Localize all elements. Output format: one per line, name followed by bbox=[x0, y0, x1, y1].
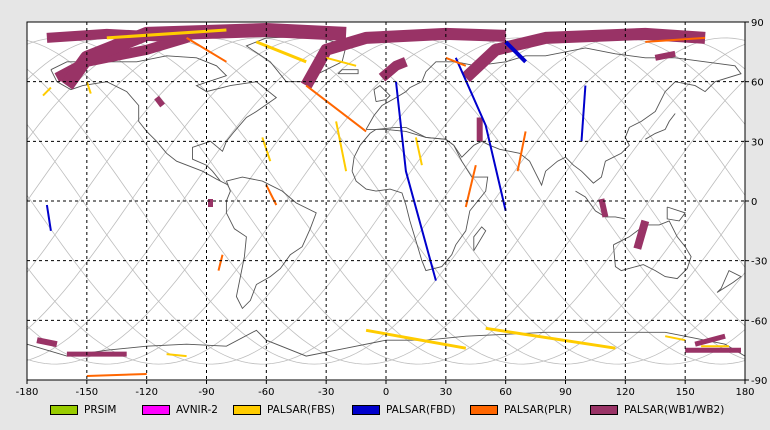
swath bbox=[42, 86, 52, 97]
x-tick-label: 120 bbox=[616, 387, 635, 398]
swath bbox=[464, 164, 477, 208]
legend: PRSIM AVNIR-2 PALSAR(FBS) PALSAR(FBD) PA… bbox=[0, 400, 770, 426]
y-tick-label: 60 bbox=[751, 78, 764, 89]
swath bbox=[504, 40, 528, 64]
x-tick-label: -120 bbox=[135, 387, 158, 398]
orbit-track bbox=[26, 37, 746, 365]
swath bbox=[45, 204, 52, 231]
swath bbox=[106, 28, 227, 40]
legend-swatch-prsim bbox=[50, 405, 78, 415]
y-tick-label: 0 bbox=[751, 197, 757, 208]
legend-swatch-palsar-plr bbox=[470, 405, 498, 415]
swath bbox=[580, 85, 587, 142]
y-tick-label: -90 bbox=[751, 376, 767, 387]
coastline bbox=[666, 206, 686, 222]
swath bbox=[255, 40, 307, 64]
x-tick-label: -90 bbox=[198, 387, 214, 398]
coastline bbox=[645, 113, 676, 140]
legend-swatch-palsar-fbs bbox=[233, 405, 261, 415]
legend-label-palsar-plr: PALSAR(PLR) bbox=[504, 404, 572, 416]
x-tick-label: 90 bbox=[559, 387, 572, 398]
x-tick-label: 60 bbox=[499, 387, 512, 398]
x-axis: -180 -150 -120 -90 -60 -30 0 30 60 90 120 150 180 bbox=[16, 380, 755, 398]
swath bbox=[598, 198, 609, 218]
legend-item-palsar-fbs: PALSAR(FBS) bbox=[233, 404, 335, 416]
x-tick-label: -30 bbox=[318, 387, 334, 398]
x-tick-label: -180 bbox=[16, 387, 39, 398]
legend-item-prsim: PRSIM bbox=[50, 404, 116, 416]
legend-swatch-avnir2 bbox=[142, 405, 170, 415]
legend-label-avnir2: AVNIR-2 bbox=[176, 404, 218, 416]
x-tick-label: 30 bbox=[439, 387, 452, 398]
x-tick-label: 180 bbox=[735, 387, 754, 398]
swath bbox=[217, 254, 224, 271]
swath bbox=[300, 27, 506, 89]
legend-item-palsar-plr: PALSAR(PLR) bbox=[470, 404, 572, 416]
acquisition-swaths bbox=[36, 23, 741, 377]
swath bbox=[85, 81, 92, 94]
legend-item-palsar-fbd: PALSAR(FBD) bbox=[352, 404, 456, 416]
coastline bbox=[373, 85, 391, 103]
coastline bbox=[351, 126, 489, 272]
legend-label-palsar-wb: PALSAR(WB1/WB2) bbox=[624, 404, 725, 416]
swath bbox=[305, 84, 367, 133]
swath bbox=[365, 328, 467, 350]
legend-swatch-palsar-wb bbox=[590, 405, 618, 415]
legend-item-avnir2: AVNIR-2 bbox=[142, 404, 218, 416]
swath bbox=[36, 337, 58, 348]
coastline bbox=[716, 269, 742, 293]
swath bbox=[485, 326, 616, 350]
swath bbox=[166, 353, 187, 358]
y-tick-label: -30 bbox=[751, 257, 767, 268]
coastline bbox=[365, 47, 742, 187]
y-tick-label: -60 bbox=[751, 316, 767, 327]
y-axis: 90 60 30 0 -30 -60 -90 bbox=[745, 18, 767, 387]
swath bbox=[445, 56, 467, 67]
swath bbox=[186, 37, 227, 63]
coastline bbox=[473, 226, 487, 251]
coastline bbox=[225, 176, 317, 310]
x-tick-label: 0 bbox=[383, 387, 389, 398]
legend-item-palsar-wb: PALSAR(WB1/WB2) bbox=[590, 404, 724, 416]
swath bbox=[516, 131, 527, 172]
y-tick-label: 90 bbox=[751, 18, 764, 29]
swath bbox=[378, 57, 408, 82]
swath bbox=[335, 121, 348, 172]
legend-label-palsar-fbs: PALSAR(FBS) bbox=[267, 404, 335, 416]
swath bbox=[654, 50, 676, 61]
coastline bbox=[575, 190, 626, 220]
orbit-track bbox=[26, 37, 746, 365]
swath bbox=[395, 81, 437, 281]
swath bbox=[325, 56, 357, 67]
swath bbox=[265, 184, 278, 206]
y-tick-label: 30 bbox=[751, 137, 764, 148]
swath bbox=[86, 373, 147, 377]
swath bbox=[154, 95, 165, 108]
legend-label-prsim: PRSIM bbox=[84, 404, 117, 416]
x-tick-label: 150 bbox=[676, 387, 695, 398]
coastline bbox=[337, 69, 359, 75]
swath bbox=[665, 335, 686, 342]
swath bbox=[645, 36, 706, 43]
x-tick-label: -60 bbox=[258, 387, 274, 398]
swath bbox=[414, 137, 423, 166]
coastline bbox=[50, 55, 278, 186]
legend-swatch-palsar-fbd bbox=[352, 405, 380, 415]
x-tick-label: -150 bbox=[75, 387, 98, 398]
swath bbox=[454, 57, 507, 212]
swath bbox=[694, 333, 726, 347]
legend-label-palsar-fbd: PALSAR(FBD) bbox=[386, 404, 456, 416]
coastline bbox=[612, 220, 692, 280]
swath bbox=[633, 219, 650, 250]
swath bbox=[461, 27, 706, 83]
